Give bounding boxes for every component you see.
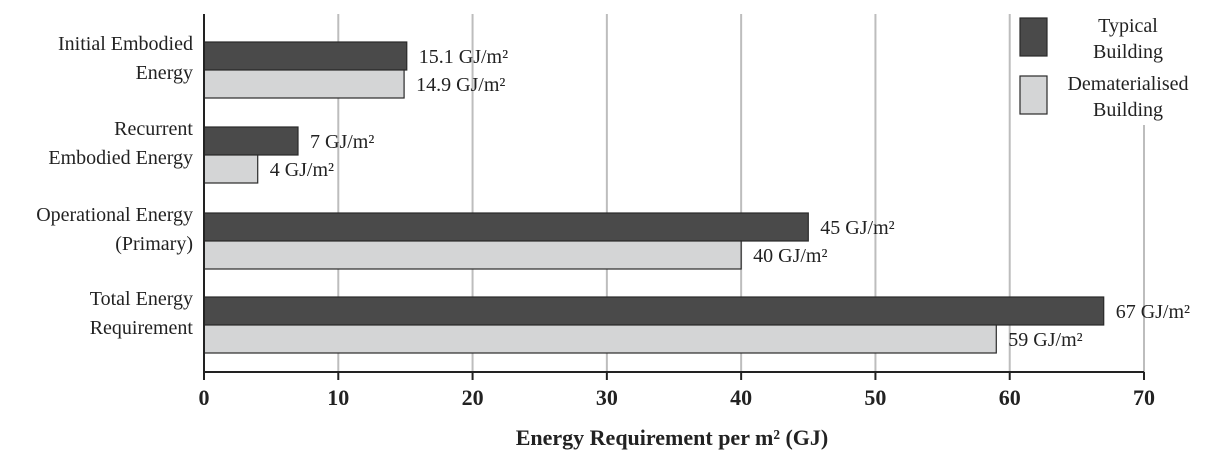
legend-label: Typical Building	[1093, 15, 1163, 63]
tick-label: 20	[462, 385, 484, 410]
value-label: 7 GJ/m²	[310, 131, 374, 153]
category-label: Total Energy Requirement	[90, 288, 194, 339]
tick-label: 30	[596, 385, 618, 410]
tick-label: 10	[327, 385, 349, 410]
tick-label: 0	[199, 385, 210, 410]
value-labels: 15.1 GJ/m² 7 GJ/m² 45 GJ/m² 67 GJ/m² 14.9 GJ…	[270, 46, 1190, 351]
bar-group	[203, 41, 1105, 354]
grid-lines	[337, 14, 1145, 372]
tick-label: 50	[864, 385, 886, 410]
legend-swatch	[1019, 75, 1048, 115]
tick-label: 60	[999, 385, 1021, 410]
x-axis: 0 10 20 30 40 50 60 70	[199, 14, 1155, 410]
category-labels: Initial Embodied Energy Recurrent Embodied …	[36, 33, 193, 339]
bar-dematerialised-2	[203, 240, 742, 270]
bar-typical-0	[203, 41, 408, 71]
value-label: 67 GJ/m²	[1116, 301, 1190, 323]
value-label: 40 GJ/m²	[753, 245, 827, 267]
x-axis-title: Energy Requirement per m² (GJ)	[516, 425, 829, 450]
tick-label: 40	[730, 385, 752, 410]
category-label: Initial Embodied Energy	[58, 33, 193, 84]
value-label: 59 GJ/m²	[1008, 329, 1082, 351]
value-label: 4 GJ/m²	[270, 159, 334, 181]
legend-label: Dematerialised Building	[1067, 73, 1188, 121]
category-label: Operational Energy (Primary)	[36, 204, 193, 255]
legend: Typical Building Dematerialised Building	[1019, 15, 1189, 121]
value-label: 45 GJ/m²	[820, 217, 894, 239]
bar-dematerialised-3	[203, 324, 997, 354]
bar-dematerialised-1	[203, 154, 259, 184]
value-label: 15.1 GJ/m²	[419, 46, 508, 68]
bar-typical-1	[203, 126, 299, 156]
tick-label: 70	[1133, 385, 1155, 410]
bar-typical-3	[203, 296, 1105, 326]
bar-dematerialised-0	[203, 69, 405, 99]
legend-swatch	[1019, 17, 1048, 57]
category-label: Recurrent Embodied Energy	[48, 118, 193, 169]
bar-typical-2	[203, 212, 809, 242]
value-label: 14.9 GJ/m²	[416, 74, 505, 96]
